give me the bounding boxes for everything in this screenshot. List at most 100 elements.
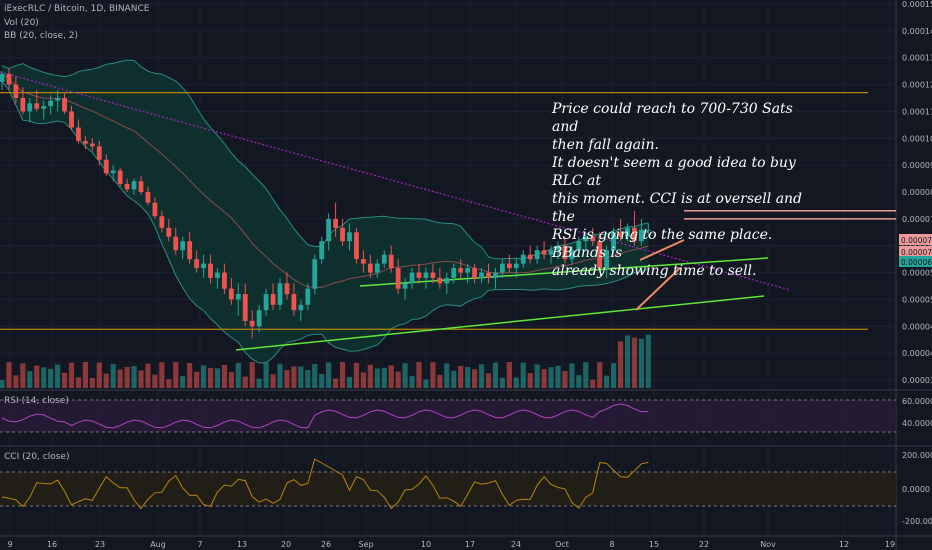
candle-body — [159, 216, 165, 228]
time-tick-label: 24 — [511, 540, 521, 549]
volume-bar — [200, 365, 207, 388]
volume-bar — [207, 367, 214, 388]
cci-tick-label: -200.0000 — [902, 517, 932, 526]
time-tick-label: Aug — [150, 540, 166, 549]
candle-body — [444, 277, 450, 284]
volume-bar — [82, 362, 88, 388]
volume-bar — [173, 362, 179, 388]
candle-body — [576, 241, 582, 251]
candle-body — [472, 268, 477, 278]
volume-bar — [221, 364, 227, 388]
price-tick-label: 0.0001400 — [902, 27, 932, 36]
candle-body — [590, 236, 596, 242]
volume-bar — [13, 375, 19, 388]
candle-body — [534, 250, 540, 260]
candle-body — [347, 232, 352, 242]
volume-bar — [319, 374, 325, 388]
rsi-tick-label: 60.0000 — [902, 397, 932, 406]
candle-body — [451, 268, 457, 278]
time-tick-label: 20 — [281, 540, 291, 549]
volume-bar — [96, 362, 102, 388]
volume-bar — [48, 368, 54, 388]
volume-bar — [298, 366, 304, 388]
volume-bar — [624, 335, 631, 388]
volume-bar — [0, 380, 5, 388]
candle-body — [416, 272, 422, 278]
candle-body — [465, 268, 471, 273]
candle-body — [597, 241, 603, 269]
price-badge-label: 0.0000700 — [901, 248, 932, 257]
volume-bar — [631, 337, 638, 388]
volume-bar — [131, 366, 137, 388]
candle-body — [228, 288, 234, 300]
candle-body — [256, 310, 262, 327]
volume-bar — [444, 363, 450, 388]
candle-body — [249, 320, 255, 327]
candle-body — [187, 241, 193, 260]
time-tick-label: 12 — [839, 540, 849, 549]
candle-body — [486, 272, 491, 278]
time-tick-label: 7 — [197, 540, 202, 549]
channel-upper-line — [359, 257, 769, 287]
volume-label: Vol (20) — [4, 18, 39, 28]
candle-body — [124, 183, 130, 190]
time-tick-label: 19 — [885, 540, 895, 549]
candle-body — [361, 259, 366, 264]
channel-lower-line — [235, 295, 765, 351]
candle-body — [639, 229, 644, 242]
volume-bar — [235, 362, 241, 388]
volume-bar — [617, 341, 624, 388]
candle-body — [41, 106, 47, 109]
volume-bar — [256, 378, 262, 388]
price-tick-label: 0.0000390 — [902, 376, 932, 385]
candle-body — [298, 304, 304, 311]
price-badge — [899, 246, 932, 257]
volume-bar — [41, 367, 47, 388]
cci-tick-label: 0.0000 — [902, 485, 930, 494]
candle-body — [632, 227, 637, 242]
volume-bar — [346, 376, 353, 388]
rsi-label: RSI (14, close) — [4, 396, 69, 406]
time-tick-label: 16 — [47, 540, 57, 549]
volume-bar — [597, 362, 603, 388]
candle-body — [604, 250, 610, 269]
candle-body — [6, 73, 12, 85]
downtrend-line — [0, 71, 791, 291]
bollinger-lower — [1, 81, 649, 364]
candle-body — [152, 202, 158, 217]
price-badge-label: 0.0000730 — [901, 236, 932, 245]
candle-body — [69, 111, 74, 128]
volume-bar — [367, 364, 373, 388]
candle-body — [235, 294, 241, 300]
candle-body — [645, 229, 651, 231]
rsi-line — [1, 403, 649, 429]
candle-body — [555, 245, 561, 251]
price-badge — [899, 234, 932, 245]
volume-bar — [124, 366, 130, 388]
candle-body — [527, 254, 533, 260]
volume-bar — [263, 362, 269, 388]
volume-bar — [152, 374, 158, 388]
time-tick-label: 23 — [95, 540, 105, 549]
symbol-title: iExecRLC / Bitcoin, 1D, BINANCE — [4, 4, 150, 14]
candle-body — [312, 259, 318, 289]
candle-body — [180, 241, 186, 251]
price-tick-label: 0.0000900 — [902, 161, 932, 170]
time-tick-label: 8 — [609, 540, 614, 549]
volume-bar — [590, 379, 596, 388]
candle-body — [520, 254, 526, 264]
volume-bar — [430, 362, 436, 388]
price-tick-label: 0.0000580 — [902, 269, 932, 278]
candle-body — [103, 159, 109, 174]
volume-bar — [214, 368, 221, 388]
candle-body — [618, 232, 623, 237]
candle-body — [319, 241, 325, 260]
volume-bar — [576, 375, 582, 388]
time-tick-label: Oct — [555, 540, 569, 549]
candle-body — [284, 283, 290, 295]
volume-bar — [333, 378, 339, 388]
candle-body — [215, 272, 220, 278]
candle-body — [395, 268, 401, 289]
volume-bar — [145, 363, 151, 388]
